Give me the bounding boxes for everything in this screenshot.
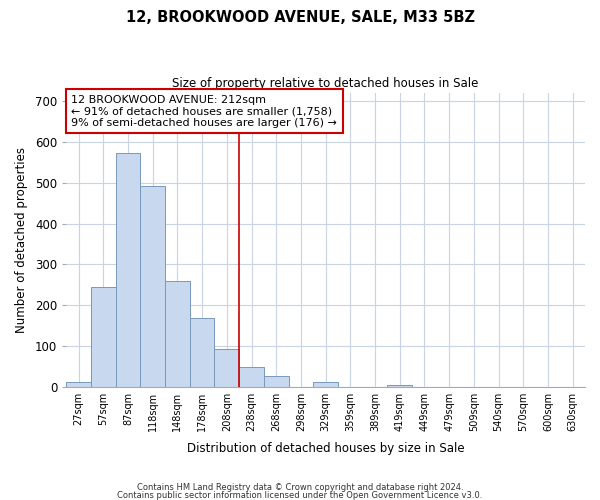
- Bar: [239, 368, 264, 386]
- Bar: [264, 376, 289, 386]
- Bar: [66, 382, 91, 386]
- Bar: [214, 349, 239, 387]
- Bar: [116, 153, 140, 386]
- Bar: [140, 186, 165, 386]
- X-axis label: Distribution of detached houses by size in Sale: Distribution of detached houses by size …: [187, 442, 464, 455]
- Text: Contains public sector information licensed under the Open Government Licence v3: Contains public sector information licen…: [118, 490, 482, 500]
- Y-axis label: Number of detached properties: Number of detached properties: [15, 147, 28, 333]
- Bar: [313, 382, 338, 386]
- Bar: [165, 281, 190, 386]
- Bar: [190, 318, 214, 386]
- Title: Size of property relative to detached houses in Sale: Size of property relative to detached ho…: [172, 78, 479, 90]
- Text: 12, BROOKWOOD AVENUE, SALE, M33 5BZ: 12, BROOKWOOD AVENUE, SALE, M33 5BZ: [125, 10, 475, 25]
- Bar: [91, 286, 116, 386]
- Text: Contains HM Land Registry data © Crown copyright and database right 2024.: Contains HM Land Registry data © Crown c…: [137, 484, 463, 492]
- Text: 12 BROOKWOOD AVENUE: 212sqm
← 91% of detached houses are smaller (1,758)
9% of s: 12 BROOKWOOD AVENUE: 212sqm ← 91% of det…: [71, 94, 337, 128]
- Bar: [388, 384, 412, 386]
